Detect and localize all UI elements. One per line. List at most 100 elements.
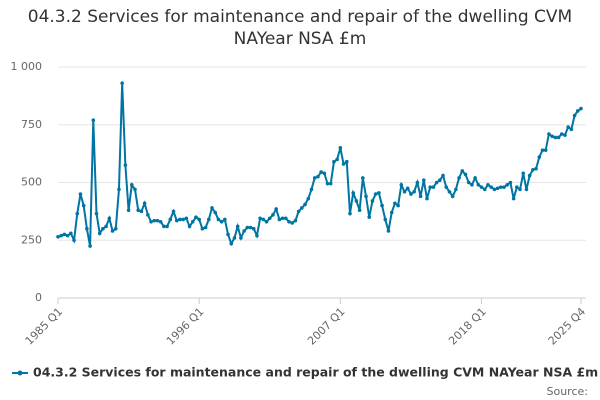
data-point (284, 216, 288, 221)
data-point (354, 199, 359, 203)
data-point (556, 135, 561, 140)
data-point (85, 226, 89, 231)
data-point (434, 180, 439, 185)
data-point (251, 226, 256, 231)
data-point (521, 171, 526, 176)
data-point (393, 201, 397, 206)
x-tick-label: 2007 Q1 (305, 305, 348, 348)
data-point (515, 185, 519, 189)
data-point (290, 221, 295, 225)
data-point (300, 206, 304, 210)
data-point (540, 148, 545, 152)
data-point (165, 224, 169, 229)
data-point (470, 183, 474, 187)
data-point (97, 231, 102, 236)
y-tick-label: 500 (21, 176, 42, 189)
data-point (287, 219, 291, 224)
data-point (344, 159, 349, 164)
data-point (293, 218, 298, 223)
data-point (550, 134, 554, 139)
data-point (56, 234, 60, 239)
data-point (332, 159, 336, 164)
data-point (463, 172, 468, 177)
data-point (454, 187, 458, 192)
data-point (194, 215, 198, 219)
data-point (296, 209, 301, 214)
data-point (425, 196, 429, 201)
data-point (235, 224, 240, 229)
data-point (325, 181, 330, 186)
y-tick-label: 0 (35, 291, 42, 304)
data-point (450, 194, 455, 199)
data-point (338, 146, 343, 150)
data-point (537, 155, 542, 159)
data-point (383, 217, 388, 222)
data-point (322, 171, 327, 176)
x-tick-label: 1996 Q1 (164, 305, 207, 348)
data-point (505, 183, 510, 187)
x-tick-label: 2018 Q1 (446, 305, 489, 348)
data-point (306, 196, 311, 201)
data-point (271, 213, 275, 217)
data-point (364, 194, 368, 199)
data-point (267, 216, 272, 221)
data-point (146, 213, 150, 217)
data-point (136, 208, 141, 213)
data-point (457, 176, 461, 180)
data-point (351, 191, 355, 195)
data-point (479, 185, 484, 189)
data-point (104, 224, 108, 229)
data-point (563, 133, 567, 137)
data-point (309, 187, 314, 192)
data-point (547, 132, 551, 136)
data-point (367, 215, 372, 219)
data-point (482, 187, 487, 192)
data-point (120, 81, 124, 85)
data-point (280, 216, 285, 221)
data-point (88, 244, 92, 248)
data-point (511, 196, 516, 201)
x-tick-label: 2025 Q4 (546, 305, 589, 348)
data-point (174, 218, 179, 223)
data-point (489, 185, 493, 189)
data-point (62, 232, 67, 237)
data-point (200, 226, 205, 231)
data-point (277, 217, 282, 222)
data-point (101, 226, 105, 231)
data-point (409, 192, 413, 196)
data-point (438, 178, 442, 182)
data-point (181, 217, 185, 222)
data-point (508, 180, 513, 185)
data-point (498, 185, 503, 189)
data-point (335, 157, 339, 162)
data-point (405, 186, 410, 191)
data-point (553, 135, 558, 140)
data-point (418, 194, 423, 199)
data-point (428, 185, 432, 189)
data-point (203, 225, 208, 230)
data-point (123, 163, 128, 167)
data-point (431, 185, 436, 189)
data-point (361, 176, 365, 180)
data-point (210, 206, 214, 210)
y-tick-label: 1 000 (11, 60, 43, 73)
data-point (78, 192, 83, 196)
data-point (389, 210, 394, 215)
data-point (258, 216, 262, 221)
data-point (534, 166, 538, 171)
data-point (377, 191, 381, 195)
data-point (248, 225, 253, 230)
data-point (72, 238, 76, 243)
data-point (91, 118, 96, 122)
data-point (152, 218, 157, 223)
data-point (133, 187, 137, 192)
data-point (460, 169, 465, 173)
data-point (149, 219, 153, 224)
data-point (155, 218, 160, 223)
data-point (219, 219, 224, 224)
data-point (421, 178, 426, 182)
data-point (473, 176, 477, 180)
data-point (316, 174, 320, 179)
data-point (412, 189, 416, 194)
